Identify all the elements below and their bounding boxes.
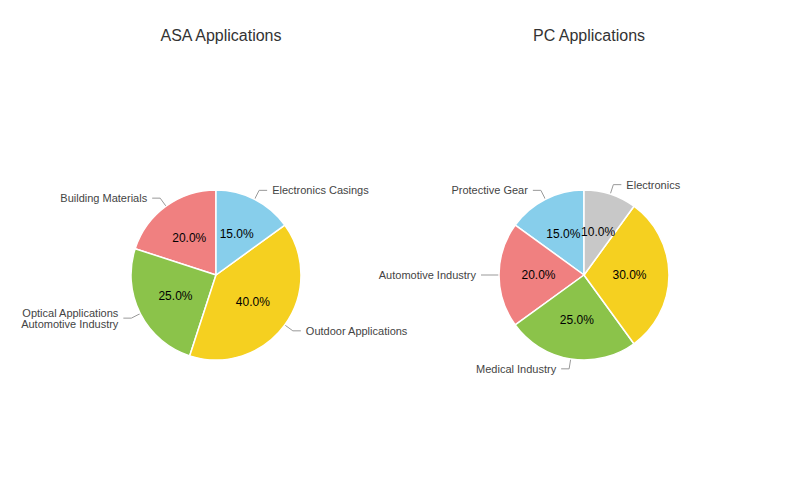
svg-text:Optical Applications: Optical Applications [22,306,119,319]
svg-text:40.0%: 40.0% [236,295,270,309]
svg-text:20.0%: 20.0% [521,268,555,282]
svg-text:15.0%: 15.0% [220,227,254,241]
svg-text:Medical Industry: Medical Industry [476,363,557,375]
svg-text:ASA Applications: ASA Applications [161,27,282,44]
svg-text:Electronics: Electronics [626,179,680,191]
svg-text:Electronics Casings: Electronics Casings [272,184,369,196]
svg-text:PC Applications: PC Applications [533,27,645,44]
svg-text:Building Materials: Building Materials [60,192,147,204]
svg-text:Automotive Industry: Automotive Industry [379,269,477,281]
svg-text:Automotive Industry: Automotive Industry [21,318,119,330]
svg-text:25.0%: 25.0% [560,313,594,327]
svg-text:10.0%: 10.0% [581,225,615,239]
svg-text:25.0%: 25.0% [158,289,192,303]
svg-text:Protective Gear: Protective Gear [451,184,528,196]
svg-text:15.0%: 15.0% [546,227,580,241]
svg-text:30.0%: 30.0% [612,268,646,282]
svg-text:20.0%: 20.0% [172,231,206,245]
svg-text:Outdoor Applications: Outdoor Applications [306,325,408,337]
